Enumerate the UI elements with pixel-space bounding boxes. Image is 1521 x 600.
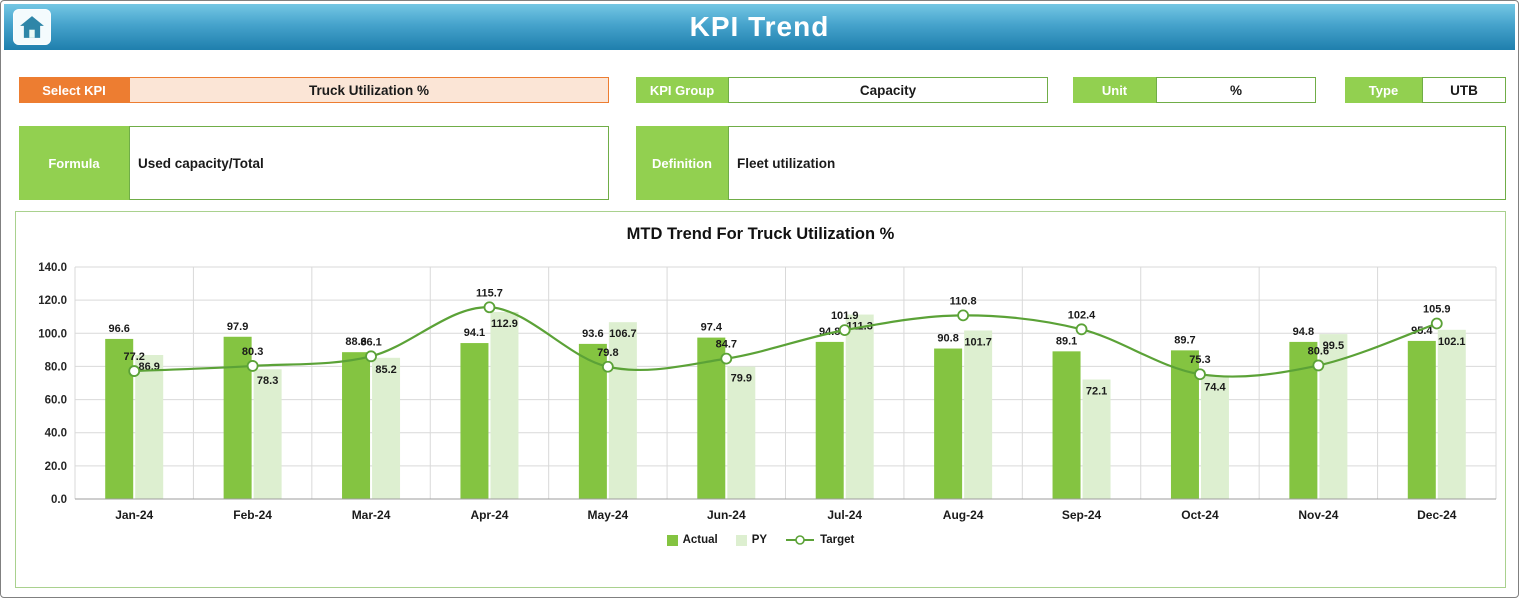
- svg-text:60.0: 60.0: [45, 395, 67, 407]
- definition-label: Definition: [636, 126, 728, 200]
- svg-text:Mar-24: Mar-24: [352, 508, 391, 522]
- type-field: Type UTB: [1345, 77, 1506, 103]
- home-button[interactable]: [13, 9, 51, 45]
- type-label: Type: [1345, 77, 1422, 103]
- svg-text:Sep-24: Sep-24: [1062, 508, 1102, 522]
- definition-field: Definition Fleet utilization: [636, 126, 1506, 200]
- labels-actual: 96.6 97.9 88.6 94.1 93.6 97.4 94.8 90.8 89.1 89.7…: [108, 321, 1433, 348]
- select-kpi-field: Select KPI Truck Utilization %: [19, 77, 609, 103]
- svg-text:97.9: 97.9: [227, 321, 248, 333]
- svg-text:75.3: 75.3: [1189, 354, 1210, 366]
- kpi-group-value: Capacity: [728, 77, 1048, 103]
- target-markers: [128, 301, 1443, 381]
- svg-text:Apr-24: Apr-24: [470, 508, 508, 522]
- select-kpi-value[interactable]: Truck Utilization %: [129, 77, 609, 103]
- unit-label: Unit: [1073, 77, 1156, 103]
- svg-text:77.2: 77.2: [123, 351, 144, 363]
- svg-text:Aug-24: Aug-24: [943, 508, 984, 522]
- svg-text:106.7: 106.7: [609, 328, 637, 340]
- svg-text:72.1: 72.1: [1086, 386, 1107, 398]
- svg-text:85.2: 85.2: [375, 364, 396, 376]
- svg-text:97.4: 97.4: [701, 322, 723, 334]
- formula-value: Used capacity/Total: [129, 126, 609, 200]
- chart-grid: [74, 266, 1497, 500]
- labels-py: 86.978.385.2112.9106.779.9111.3101.772.1…: [138, 318, 1465, 398]
- legend-swatch-actual: [666, 534, 678, 546]
- svg-text:80.6: 80.6: [1308, 345, 1329, 357]
- svg-text:40.0: 40.0: [45, 428, 67, 440]
- svg-text:93.6: 93.6: [582, 328, 603, 340]
- unit-value: %: [1156, 77, 1316, 103]
- svg-text:Nov-24: Nov-24: [1298, 508, 1338, 522]
- svg-text:86.1: 86.1: [360, 336, 381, 348]
- svg-text:Oct-24: Oct-24: [1181, 508, 1219, 522]
- legend-item-actual: Actual: [666, 534, 718, 546]
- svg-text:79.9: 79.9: [731, 373, 752, 385]
- svg-text:May-24: May-24: [588, 508, 629, 522]
- svg-text:99.5: 99.5: [1323, 340, 1344, 352]
- header-bar: KPI Trend: [4, 4, 1515, 50]
- svg-text:100.0: 100.0: [38, 328, 67, 340]
- svg-text:78.3: 78.3: [257, 375, 278, 387]
- svg-text:0.0: 0.0: [51, 494, 67, 506]
- svg-text:Dec-24: Dec-24: [1417, 508, 1457, 522]
- svg-text:79.8: 79.8: [597, 347, 618, 359]
- select-kpi-label: Select KPI: [19, 77, 129, 103]
- y-axis-labels: 0.0 20.0 40.0 60.0 80.0 100.0 120.0 140.0: [38, 262, 67, 506]
- chart-title: MTD Trend For Truck Utilization %: [626, 225, 895, 243]
- svg-text:88.6: 88.6: [345, 336, 366, 348]
- svg-text:102.1: 102.1: [1438, 336, 1466, 348]
- legend-item-py: PY: [735, 534, 768, 546]
- svg-text:Jan-24: Jan-24: [115, 508, 153, 522]
- svg-text:101.9: 101.9: [831, 310, 859, 322]
- bars-py: [135, 311, 1466, 499]
- svg-text:120.0: 120.0: [38, 295, 67, 307]
- legend-label: Actual: [682, 534, 718, 546]
- chart-container: MTD Trend For Truck Utilization % 0.0 20.…: [15, 211, 1506, 588]
- svg-text:94.1: 94.1: [464, 327, 485, 339]
- definition-value: Fleet utilization: [728, 126, 1506, 200]
- formula-field: Formula Used capacity/Total: [19, 126, 609, 200]
- page-title: KPI Trend: [689, 11, 830, 42]
- svg-text:20.0: 20.0: [45, 461, 67, 473]
- legend-swatch-py: [735, 534, 747, 546]
- svg-text:102.4: 102.4: [1068, 309, 1096, 321]
- svg-text:89.7: 89.7: [1174, 334, 1195, 346]
- chart-legend: Actual PY Target: [16, 534, 1505, 546]
- legend-item-target: Target: [785, 534, 854, 546]
- svg-text:90.8: 90.8: [937, 333, 958, 345]
- type-value: UTB: [1422, 77, 1506, 103]
- svg-text:74.4: 74.4: [1204, 382, 1226, 394]
- svg-text:94.8: 94.8: [1293, 326, 1314, 338]
- legend-label: Target: [820, 534, 855, 546]
- svg-text:101.7: 101.7: [964, 336, 992, 348]
- unit-field: Unit %: [1073, 77, 1316, 103]
- x-axis-labels: Jan-24 Feb-24 Mar-24 Apr-24 May-24 Jun-24 Jul-…: [115, 508, 1457, 522]
- chart-plot: 0.0 20.0 40.0 60.0 80.0 100.0 120.0 140.0 Jan-24…: [38, 262, 1497, 522]
- svg-text:84.7: 84.7: [716, 339, 737, 351]
- svg-text:105.9: 105.9: [1423, 304, 1451, 316]
- svg-text:140.0: 140.0: [38, 262, 67, 274]
- svg-text:Jul-24: Jul-24: [827, 508, 862, 522]
- svg-text:112.9: 112.9: [491, 318, 518, 330]
- svg-text:96.6: 96.6: [108, 323, 129, 335]
- svg-text:Feb-24: Feb-24: [233, 508, 272, 522]
- legend-line-icon: [786, 535, 815, 545]
- bars-actual: [105, 336, 1436, 499]
- kpi-group-field: KPI Group Capacity: [636, 77, 1048, 103]
- svg-text:80.3: 80.3: [242, 346, 263, 358]
- home-icon: [20, 16, 44, 38]
- labels-target: 77.2 80.3 86.1 115.7 79.8 84.7 101.9 110.8 102.4…: [123, 287, 1450, 366]
- kpi-group-label: KPI Group: [636, 77, 728, 103]
- svg-text:115.7: 115.7: [476, 287, 503, 299]
- svg-text:80.0: 80.0: [45, 361, 67, 373]
- svg-text:110.8: 110.8: [950, 295, 977, 307]
- svg-text:Jun-24: Jun-24: [707, 508, 746, 522]
- formula-label: Formula: [19, 126, 129, 200]
- legend-label: PY: [751, 534, 768, 546]
- svg-text:89.1: 89.1: [1056, 335, 1077, 347]
